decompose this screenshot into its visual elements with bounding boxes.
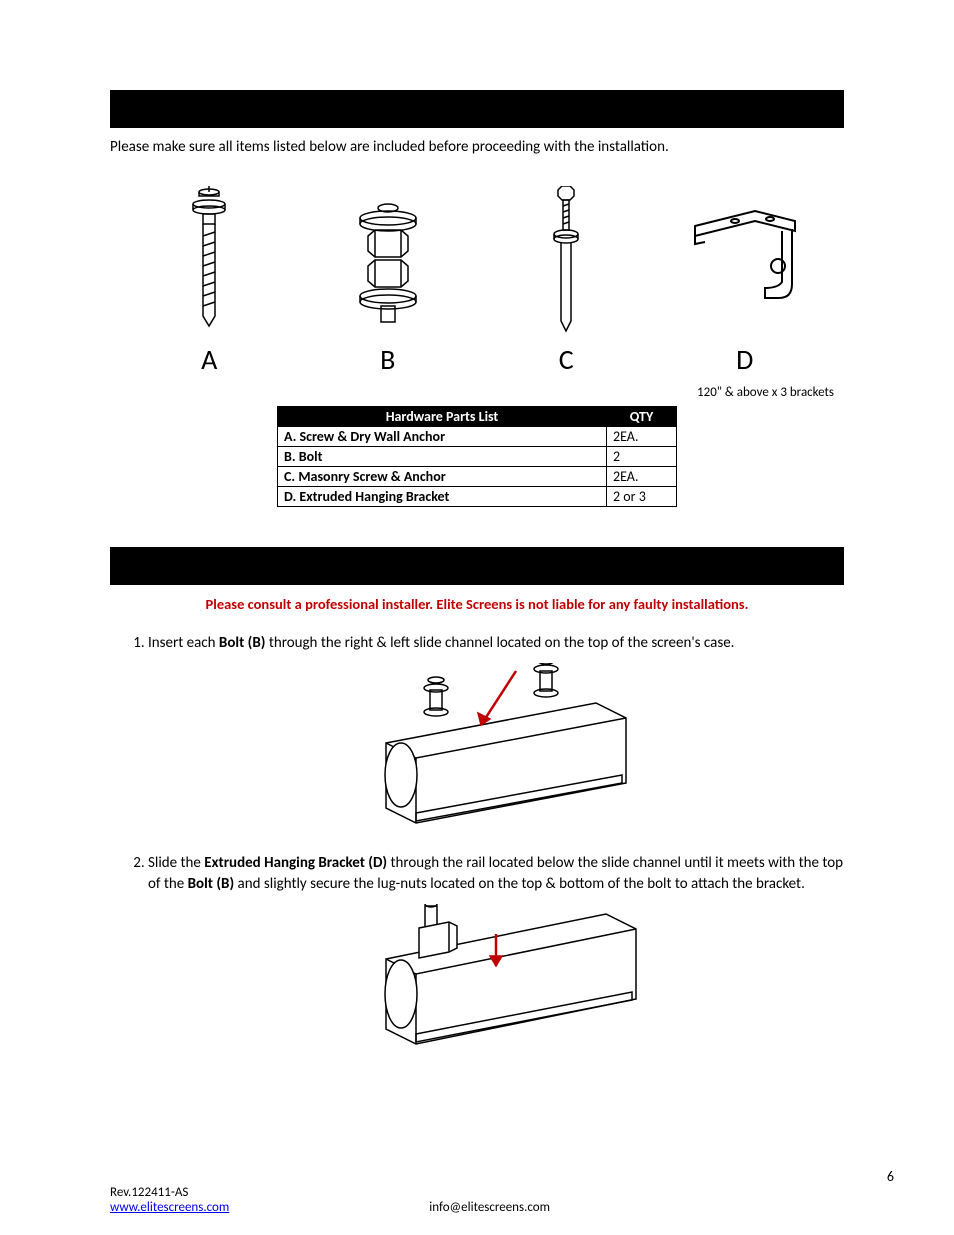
part-a-icon [184, 186, 234, 336]
part-c-icon [546, 186, 586, 336]
table-row: B. Bolt2 [278, 447, 677, 467]
part-b-label: B [380, 342, 395, 377]
page-number: 6 [887, 1168, 894, 1185]
brackets-note: 120" & above x 3 brackets [110, 385, 844, 400]
part-b-icon [343, 186, 433, 336]
section-bar-2 [110, 547, 844, 585]
th-qty: QTY [607, 407, 677, 427]
part-a: A [134, 186, 284, 377]
warning-text: Please consult a professional installer.… [110, 595, 844, 613]
part-d: D [670, 186, 820, 377]
footer-email: info@elitescreens.com [429, 1200, 550, 1215]
part-b: B [313, 186, 463, 377]
th-name: Hardware Parts List [278, 407, 607, 427]
footer-rev: Rev.122411-AS [110, 1185, 894, 1200]
intro-text: Please make sure all items listed below … [110, 138, 844, 156]
part-c: C [491, 186, 641, 377]
parts-row: A B [110, 186, 844, 377]
step-1-diagram [346, 663, 646, 833]
table-row: C. Masonry Screw & Anchor2EA. [278, 467, 677, 487]
part-c-label: C [559, 342, 574, 377]
step-2-diagram [346, 904, 646, 1064]
steps-list: Insert each Bolt (B) through the right &… [110, 633, 844, 1064]
part-a-label: A [201, 342, 217, 377]
step-2: Slide the Extruded Hanging Bracket (D) t… [148, 853, 844, 1064]
footer-url-link[interactable]: www.elitescreens.com [110, 1200, 229, 1215]
page-footer: Rev.122411-AS www.elitescreens.com info@… [110, 1185, 894, 1215]
step-1: Insert each Bolt (B) through the right &… [148, 633, 844, 833]
hardware-parts-table: Hardware Parts List QTY A. Screw & Dry W… [277, 406, 677, 507]
table-row: A. Screw & Dry Wall Anchor2EA. [278, 427, 677, 447]
part-d-icon [685, 186, 805, 336]
part-d-label: D [736, 342, 753, 377]
section-bar-1 [110, 90, 844, 128]
table-row: D. Extruded Hanging Bracket2 or 3 [278, 487, 677, 507]
